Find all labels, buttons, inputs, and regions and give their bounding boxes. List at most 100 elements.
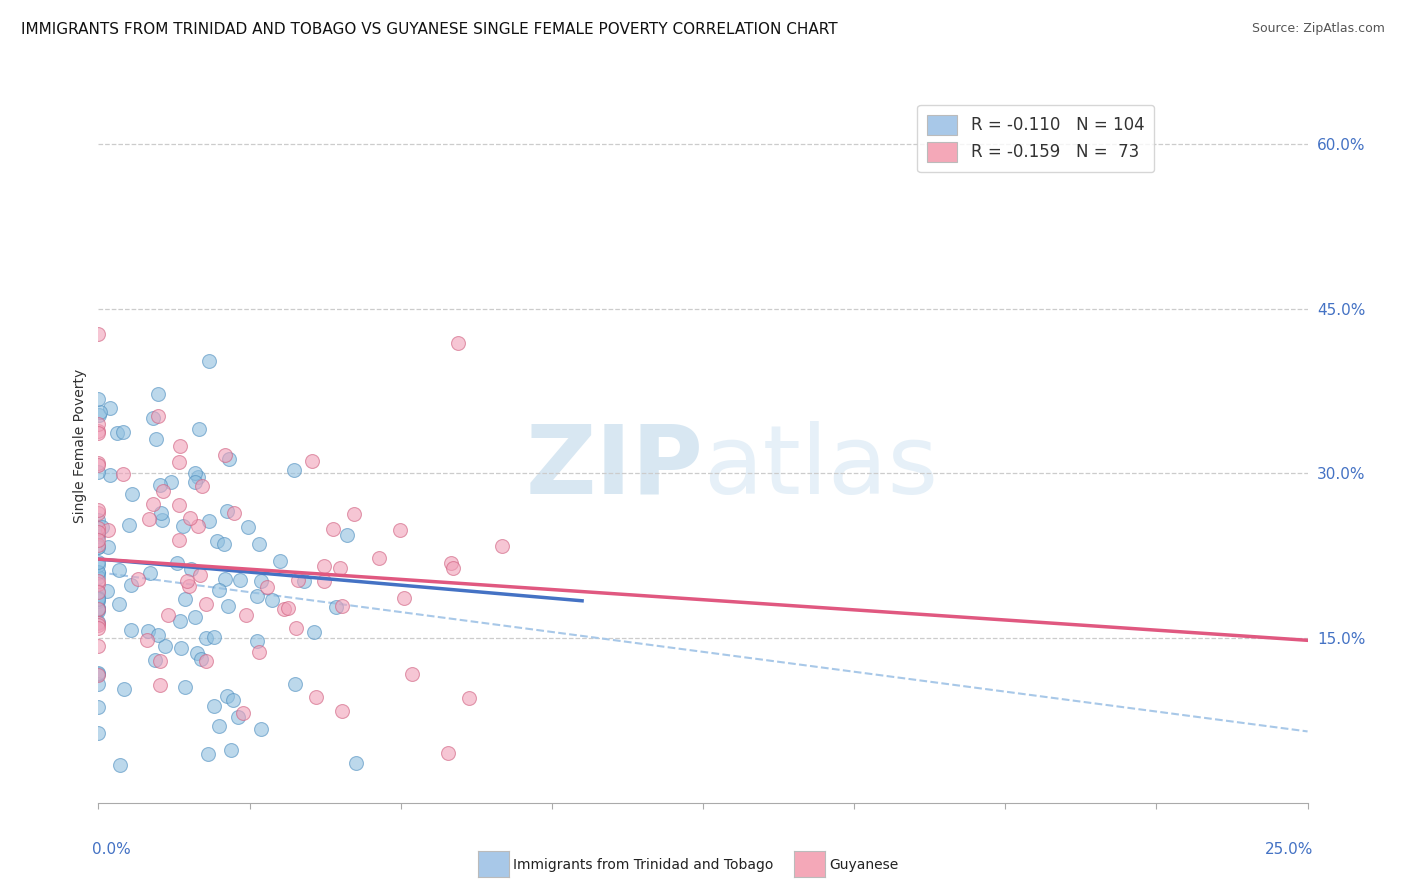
Point	[111, 467, 134, 481]
Point	[127, 572, 149, 586]
Point	[169, 439, 191, 453]
Point	[142, 411, 165, 425]
Point	[214, 448, 236, 462]
Point	[87, 503, 110, 517]
Point	[108, 758, 131, 772]
Point	[87, 458, 110, 472]
Point	[87, 513, 110, 527]
Point	[87, 521, 110, 535]
Point	[87, 326, 110, 341]
Point	[108, 598, 131, 612]
Point	[87, 425, 110, 440]
Point	[197, 747, 219, 762]
Point	[236, 520, 259, 534]
Point	[302, 624, 325, 639]
Point	[186, 646, 208, 660]
Point	[87, 538, 110, 552]
Text: Immigrants from Trinidad and Tobago: Immigrants from Trinidad and Tobago	[513, 858, 773, 872]
Point	[160, 475, 183, 490]
Point	[150, 513, 173, 527]
Point	[205, 533, 228, 548]
Point	[219, 743, 242, 757]
Text: 0.0%: 0.0%	[93, 842, 131, 857]
Point	[87, 602, 110, 616]
Point	[149, 477, 172, 491]
Point	[98, 401, 121, 415]
Point	[232, 706, 254, 720]
Point	[250, 722, 273, 736]
Point	[301, 454, 323, 468]
Point	[217, 504, 239, 518]
Point	[322, 523, 344, 537]
Point	[169, 533, 191, 548]
Point	[235, 608, 257, 623]
Point	[202, 698, 225, 713]
Point	[273, 602, 295, 616]
Point	[149, 654, 172, 668]
Point	[87, 615, 110, 630]
Point	[344, 756, 367, 770]
Point	[121, 487, 143, 501]
Point	[87, 565, 110, 579]
Text: Guyanese: Guyanese	[830, 858, 898, 872]
Point	[87, 506, 110, 520]
Point	[87, 666, 110, 681]
Point	[179, 579, 201, 593]
Point	[190, 652, 212, 666]
Point	[246, 634, 269, 648]
Point	[284, 677, 307, 691]
Point	[98, 467, 121, 482]
Point	[389, 523, 412, 537]
Point	[401, 667, 423, 681]
Text: 25.0%: 25.0%	[1265, 842, 1313, 857]
Point	[87, 424, 110, 438]
Point	[146, 386, 169, 401]
Point	[246, 589, 269, 603]
Point	[186, 519, 208, 533]
Point	[202, 630, 225, 644]
Point	[198, 514, 221, 528]
Point	[314, 574, 336, 588]
Text: Source: ZipAtlas.com: Source: ZipAtlas.com	[1251, 22, 1385, 36]
Point	[87, 584, 110, 599]
Point	[226, 710, 249, 724]
Point	[187, 470, 209, 484]
Point	[87, 566, 110, 581]
Point	[135, 633, 157, 648]
Point	[136, 624, 159, 638]
Point	[336, 528, 359, 542]
Point	[87, 668, 110, 682]
Point	[87, 584, 110, 599]
Point	[172, 519, 194, 533]
Point	[217, 599, 239, 613]
Point	[108, 563, 131, 577]
Point	[142, 497, 165, 511]
Point	[87, 725, 110, 739]
Point	[491, 539, 513, 553]
Point	[87, 591, 110, 606]
Point	[198, 354, 221, 368]
Point	[436, 746, 458, 760]
Point	[87, 570, 110, 584]
Point	[180, 562, 202, 576]
Point	[87, 577, 110, 591]
Text: ZIP: ZIP	[524, 421, 703, 514]
Point	[87, 677, 110, 691]
Point	[87, 524, 110, 539]
Point	[139, 566, 162, 581]
Point	[392, 591, 415, 605]
Point	[96, 583, 118, 598]
Point	[120, 623, 142, 637]
Point	[112, 681, 135, 696]
Point	[111, 425, 134, 439]
Point	[440, 556, 463, 570]
Point	[87, 594, 110, 608]
Point	[138, 512, 160, 526]
Point	[447, 335, 470, 350]
Point	[256, 580, 278, 594]
Point	[120, 578, 142, 592]
Point	[167, 498, 190, 512]
Point	[247, 645, 270, 659]
Point	[87, 465, 110, 479]
Point	[184, 475, 207, 490]
